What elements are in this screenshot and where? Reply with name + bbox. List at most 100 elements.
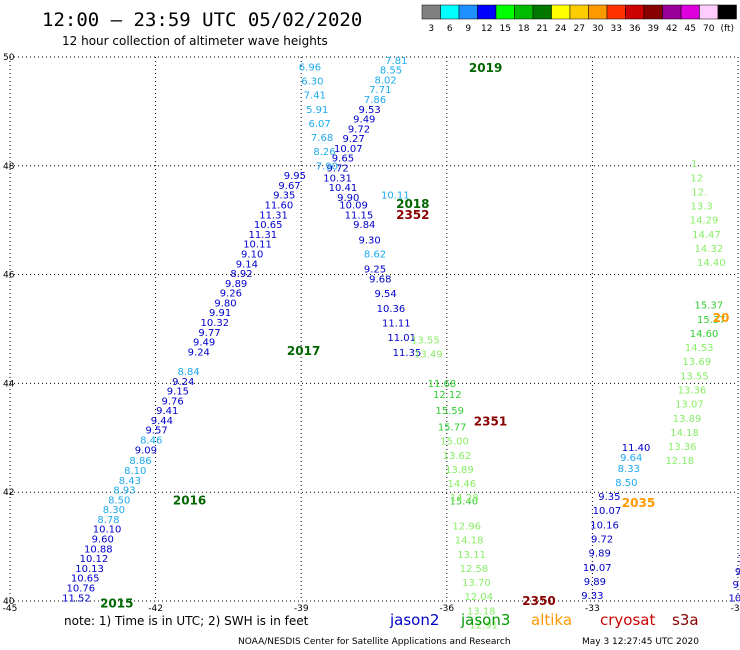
chart-title: 12:00 – 23:59 UTC 05/02/2020 bbox=[42, 9, 362, 31]
wave-height-value: 9.14 bbox=[236, 259, 258, 270]
legend-label: 18 bbox=[518, 24, 530, 34]
wave-height-value: 13.49 bbox=[414, 350, 443, 361]
wave-height-value: 13.36 bbox=[678, 385, 707, 396]
wave-height-value: 8.93 bbox=[113, 486, 135, 497]
wave-height-value: 9.41 bbox=[156, 406, 178, 417]
wave-height-value: 9.24 bbox=[172, 377, 194, 388]
wave-height-value: 10.76 bbox=[67, 583, 96, 594]
wave-height-value: 11.31 bbox=[259, 210, 288, 221]
wave-height-value: 9.27 bbox=[342, 134, 364, 145]
wave-height-value: 8.02 bbox=[375, 75, 397, 86]
legend-swatch bbox=[532, 4, 552, 20]
axis-ticks: -45 -42 -39 -36 -33 -30 40 42 44 46 48 50 bbox=[3, 53, 740, 614]
time-label: 2350 bbox=[522, 594, 555, 608]
satellite-label-jason2: jason2 bbox=[389, 611, 439, 629]
wave-height-value: 11.31 bbox=[249, 230, 278, 241]
legend-label: (ft) bbox=[720, 24, 734, 34]
wave-height-value: 6.07 bbox=[309, 119, 331, 130]
wave-height-value: 7.41 bbox=[304, 91, 326, 102]
satellite-legend: jason2 jason3 altika cryosat s3a bbox=[389, 611, 699, 629]
wave-height-value: 9.76 bbox=[161, 396, 183, 407]
wave-height-value: 9.72 bbox=[591, 535, 613, 546]
wave-height-value: 9.44 bbox=[151, 416, 173, 427]
wave-height-value: 10.11 bbox=[381, 191, 410, 202]
time-label: 20 bbox=[713, 311, 730, 325]
time-label: 2015 bbox=[100, 597, 133, 611]
wave-height-value: 15.40 bbox=[449, 496, 478, 507]
x-tick-label: -36 bbox=[439, 604, 454, 614]
wave-height-value: 12.96 bbox=[452, 521, 481, 532]
wave-height-value: 9.26 bbox=[220, 289, 242, 300]
time-label: 2017 bbox=[287, 344, 320, 358]
wave-height-value: 8.92 bbox=[230, 269, 252, 280]
time-label: 2019 bbox=[469, 61, 502, 75]
wave-height-value: 12 bbox=[690, 173, 703, 184]
wave-height-value: 13.55 bbox=[680, 371, 709, 382]
wave-height-value: 14.29 bbox=[690, 216, 719, 227]
y-tick-label: 46 bbox=[3, 271, 15, 281]
time-label: 2352 bbox=[396, 208, 429, 222]
wave-height-value: 13.36 bbox=[668, 442, 697, 453]
wave-height-value: 9.57 bbox=[145, 426, 167, 437]
x-tick-label: -30 bbox=[731, 604, 740, 614]
footer-note: note: 1) Time is in UTC; 2) SWH is in fe… bbox=[64, 614, 309, 628]
legend-label: 30 bbox=[592, 24, 604, 34]
legend-label: 39 bbox=[648, 24, 660, 34]
wave-height-value: 10.31 bbox=[323, 173, 352, 184]
wave-height-value: 5.91 bbox=[306, 105, 328, 116]
wave-height-value: 14.60 bbox=[690, 329, 719, 340]
wave-height-value: 14.18 bbox=[455, 536, 484, 547]
wave-height-value: 13.89 bbox=[673, 414, 702, 425]
wave-height-value: 9.15 bbox=[167, 387, 189, 398]
wave-height-value: 9.64 bbox=[620, 453, 642, 464]
wave-height-value: 8.78 bbox=[97, 515, 119, 526]
wave-height-value: 10.13 bbox=[75, 564, 104, 575]
wave-height-value: 10.07 bbox=[583, 563, 612, 574]
wave-height-value: 9.54 bbox=[375, 289, 397, 300]
wave-height-value: 9.72 bbox=[326, 164, 348, 175]
legend-label: 24 bbox=[555, 24, 567, 34]
wave-height-value: 12.91 bbox=[469, 620, 498, 631]
wave-height-value: 13.70 bbox=[462, 578, 491, 589]
wave-height-value: 11.15 bbox=[345, 210, 374, 221]
wave-height-value: 10. bbox=[737, 554, 740, 565]
legend-swatch bbox=[588, 4, 608, 20]
wave-height-value: 8.30 bbox=[103, 505, 125, 516]
wave-height-value: 11.40 bbox=[622, 443, 651, 454]
wave-height-value: 13.07 bbox=[675, 400, 704, 411]
legend-swatch bbox=[569, 4, 589, 20]
wave-height-value: 9.24 bbox=[188, 347, 210, 358]
legend-swatch bbox=[477, 4, 497, 20]
wave-height-value: 15.00 bbox=[440, 437, 469, 448]
legend-swatch bbox=[440, 4, 460, 20]
wave-height-value: 11.11 bbox=[382, 319, 411, 330]
time-label: 2035 bbox=[622, 496, 655, 510]
legend-label: 45 bbox=[685, 24, 696, 34]
wave-height-value: 12.12 bbox=[433, 390, 462, 401]
wave-height-value: 8.62 bbox=[364, 249, 386, 260]
satellite-label-jason3: jason3 bbox=[460, 611, 510, 629]
time-labels: 2015 2016 2017 2018 2019 2352 2351 2350 2035 20 bbox=[100, 61, 729, 611]
wave-height-value: 9.90 bbox=[337, 193, 359, 204]
wave-height-value: 9.09 bbox=[135, 445, 157, 456]
wave-height-value: 8.46 bbox=[140, 436, 162, 447]
wave-height-value: 13.18 bbox=[467, 606, 496, 617]
wave-height-value: 8.10 bbox=[124, 466, 146, 477]
legend-swatch bbox=[643, 4, 663, 20]
wave-height-value: 7.71 bbox=[369, 85, 391, 96]
wave-height-value: 14.40 bbox=[697, 258, 726, 269]
wave-height-value: 9.89 bbox=[225, 279, 247, 290]
wave-height-value: 9.10 bbox=[241, 249, 263, 260]
wave-height-value: 15.37 bbox=[697, 315, 726, 326]
legend-swatch bbox=[680, 4, 700, 20]
legend-swatch bbox=[514, 4, 534, 20]
wave-height-value: 7.81 bbox=[385, 56, 407, 67]
legend-swatch bbox=[421, 4, 441, 20]
x-tick-label: -42 bbox=[148, 604, 163, 614]
wave-height-value: 9.91 bbox=[209, 308, 231, 319]
legend-swatch bbox=[662, 4, 682, 20]
wave-height-value: 10.10 bbox=[93, 525, 122, 536]
legend-swatch bbox=[551, 4, 571, 20]
wave-height-value: 10.07 bbox=[334, 144, 363, 155]
x-tick-label: -39 bbox=[294, 604, 309, 614]
